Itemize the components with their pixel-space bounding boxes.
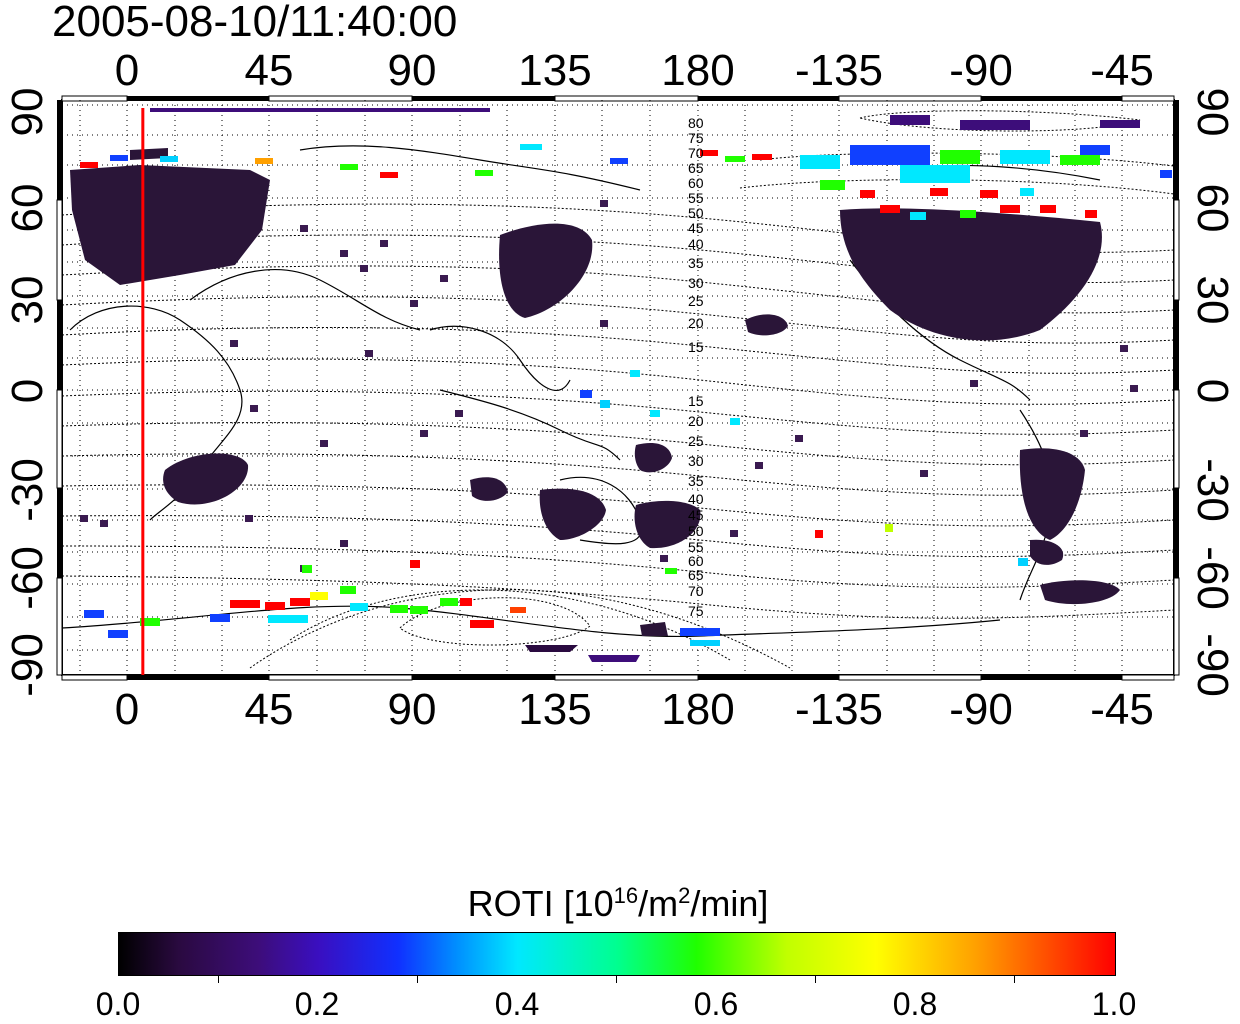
contour-label-north: 30 [688, 275, 704, 291]
contour-label-north: 50 [688, 205, 704, 221]
colorbar-minor-tick [417, 975, 418, 983]
colorbar-minor-tick [815, 975, 816, 983]
colorbar-tick: 0.2 [294, 986, 340, 1022]
contour-label-south: 45 [688, 507, 704, 523]
bottom-lon-tick: -90 [949, 685, 1013, 734]
roti-data-high [80, 115, 1172, 646]
contour-label-south: 75 [688, 603, 704, 619]
contour-label-north: 25 [688, 293, 704, 309]
colorbar-minor-tick [218, 975, 219, 983]
bottom-lon-tick: 45 [244, 685, 294, 734]
colorbar-tick: 1.0 [1091, 986, 1137, 1022]
top-lon-tick: 0 [114, 46, 140, 95]
contour-label-north: 55 [688, 190, 704, 206]
bottom-lon-tick: 90 [387, 685, 437, 734]
colorbar-tick: 0.4 [494, 986, 540, 1022]
contour-label-north: 40 [688, 236, 704, 252]
contour-label-south: 40 [688, 491, 704, 507]
top-lon-tick: -90 [949, 46, 1013, 95]
contour-label-north: 80 [688, 115, 704, 131]
top-lon-tick: -135 [794, 46, 884, 95]
roti-data-scatter [80, 200, 1138, 572]
contour-label-south: 50 [688, 523, 704, 539]
roti-data-dark [70, 108, 1120, 662]
colorbar-gradient [118, 932, 1116, 976]
contour-label-south: 70 [688, 583, 704, 599]
axis-bar-top [61, 95, 1175, 102]
contour-labels: 80 75 70 65 60 55 50 45 40 35 30 25 20 1… [688, 115, 704, 619]
colorbar-tick: 0.8 [892, 986, 938, 1022]
contour-label-north: 35 [688, 255, 704, 271]
contour-label-south: 65 [688, 567, 704, 583]
bottom-lon-tick: -135 [794, 685, 884, 734]
bottom-lon-tick: 135 [518, 685, 592, 734]
colorbar-minor-tick [616, 975, 617, 983]
top-lon-tick: 90 [387, 46, 437, 95]
axis-bar-left [56, 100, 63, 676]
axis-bar-right [1173, 100, 1180, 676]
contour-label-south: 30 [688, 453, 704, 469]
colorbar-title: ROTI [1016/m2/min] [467, 883, 769, 924]
contour-label-south: 20 [688, 413, 704, 429]
top-lon-tick: -45 [1090, 46, 1154, 95]
bottom-lon-tick: 180 [661, 685, 735, 734]
bottom-lon-tick: 0 [114, 685, 140, 734]
contour-label-north: 15 [688, 339, 704, 355]
colorbar-tick: 0.0 [95, 986, 141, 1022]
top-lon-tick: 180 [661, 46, 735, 95]
timestamp-title: 2005-08-10/11:40:00 [52, 0, 458, 46]
contour-label-south: 35 [688, 473, 704, 489]
contour-label-north: 70 [688, 145, 704, 161]
contour-label-south: 25 [688, 433, 704, 449]
roti-map: 80 75 70 65 60 55 50 45 40 35 30 25 20 1… [56, 95, 1180, 681]
contour-label-north: 45 [688, 220, 704, 236]
contour-label-north: 20 [688, 315, 704, 331]
contour-label-north: 75 [688, 130, 704, 146]
top-lon-tick: 45 [244, 46, 294, 95]
contour-label-south: 55 [688, 539, 704, 555]
bottom-lon-tick: -45 [1090, 685, 1154, 734]
contour-label-north: 60 [688, 175, 704, 191]
contour-label-south: 15 [688, 393, 704, 409]
colorbar-minor-tick [1014, 975, 1015, 983]
contour-label-north: 65 [688, 160, 704, 176]
axis-bar-bottom [61, 674, 1175, 681]
top-lon-tick: 135 [518, 46, 592, 95]
contour-label-south: 60 [688, 553, 704, 569]
colorbar-tick: 0.6 [693, 986, 739, 1022]
magnetic-contours [61, 110, 1175, 669]
